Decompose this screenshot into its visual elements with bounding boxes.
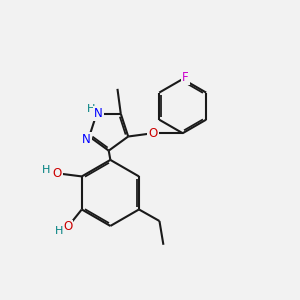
Text: N: N	[94, 107, 103, 120]
Text: H: H	[42, 165, 51, 175]
Text: O: O	[148, 127, 158, 140]
Text: N: N	[82, 133, 91, 146]
Text: O: O	[63, 220, 73, 233]
Text: O: O	[52, 167, 62, 180]
Text: F: F	[182, 71, 189, 84]
Text: H: H	[87, 104, 95, 114]
Text: H: H	[55, 226, 64, 236]
